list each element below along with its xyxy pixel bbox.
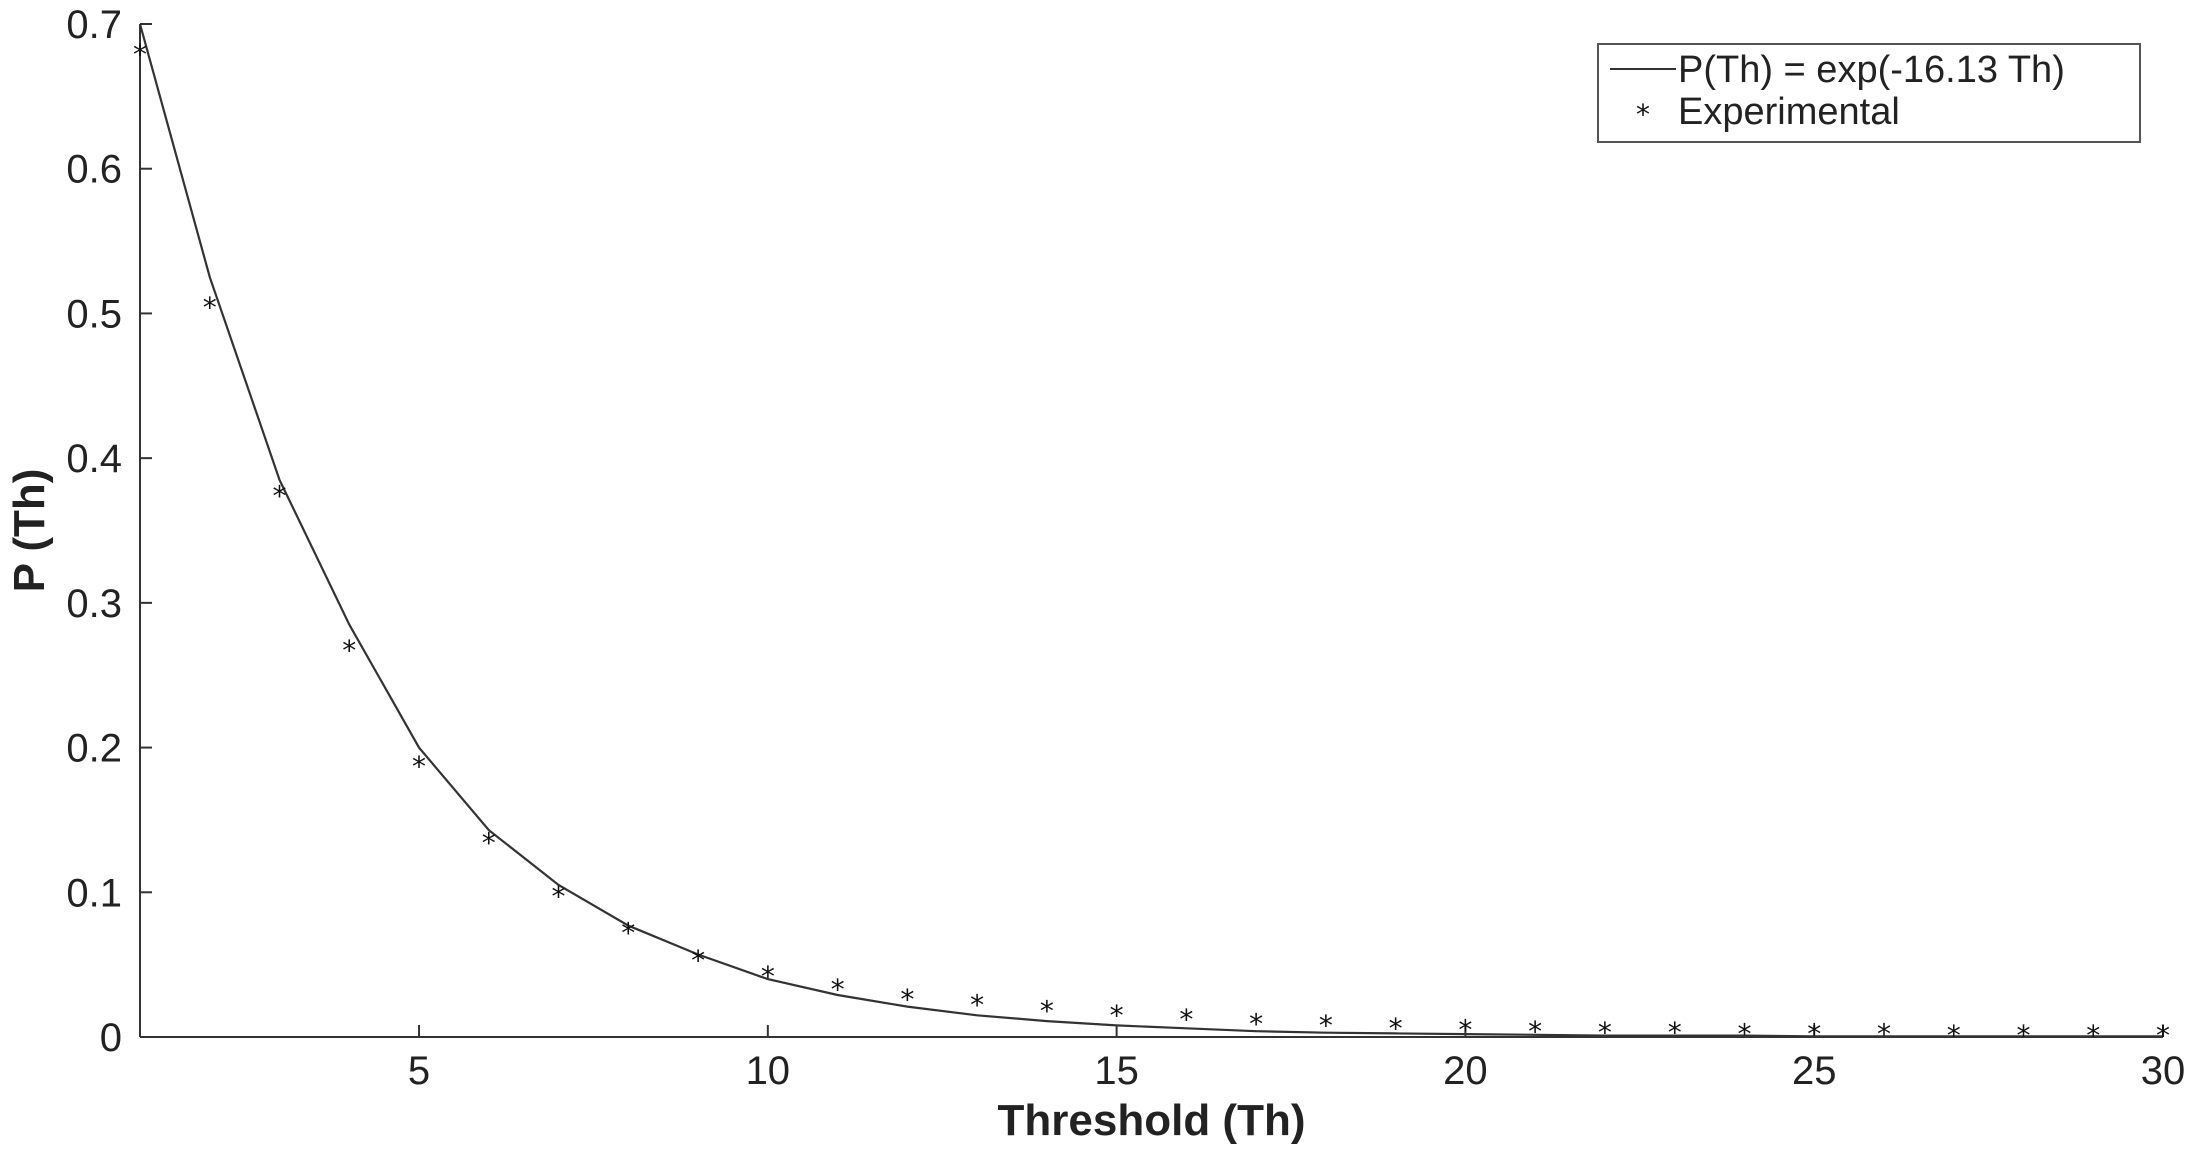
- y-axis-title: P (Th): [5, 469, 54, 593]
- experimental-point: *: [691, 944, 705, 977]
- experimental-point: *: [1319, 1009, 1333, 1042]
- y-tick-label: 0.2: [66, 727, 122, 771]
- legend-box: [1597, 43, 2141, 143]
- y-tick-label: 0.5: [66, 292, 122, 336]
- axes: [139, 23, 2164, 1038]
- y-tick-label: 0.4: [66, 437, 122, 481]
- x-axis-title: Threshold (Th): [998, 1096, 1306, 1145]
- experimental-markers: * * * * * * * * * * * * * * * * * * * * * * * * * * * * * *: [133, 38, 2170, 1052]
- fit-curve: [138, 23, 2163, 1038]
- experimental-point: *: [203, 291, 217, 324]
- experimental-point: *: [900, 983, 914, 1016]
- legend-marker-sample: *: [1636, 98, 1650, 131]
- experimental-point: *: [1668, 1016, 1682, 1049]
- experimental-point: *: [1737, 1018, 1751, 1051]
- experimental-point: *: [2156, 1019, 2170, 1052]
- x-tick-label: 5: [408, 1049, 430, 1093]
- experimental-point: *: [1528, 1015, 1542, 1048]
- y-tick-label: 0.1: [66, 871, 122, 915]
- experimental-point: *: [1947, 1019, 1961, 1052]
- x-tick-label: 25: [1792, 1049, 1837, 1093]
- y-tick-label: 0.3: [66, 582, 122, 626]
- experimental-point: *: [1110, 999, 1124, 1032]
- experimental-point: *: [761, 960, 775, 993]
- fit-curve-layer: [138, 23, 2163, 1038]
- legend-label-fit: P(Th) = exp(-16.13 Th): [1678, 49, 2065, 91]
- x-tick-label: 10: [746, 1049, 791, 1093]
- experimental-point: *: [831, 973, 845, 1006]
- experimental-point: *: [133, 38, 147, 71]
- experimental-point: *: [1598, 1016, 1612, 1049]
- experimental-point: *: [2016, 1019, 2030, 1052]
- x-tick-label: 15: [1094, 1049, 1139, 1093]
- experimental-point: *: [552, 880, 566, 913]
- y-tick-label: 0: [100, 1016, 122, 1060]
- experimental-point: *: [1458, 1013, 1472, 1046]
- experimental-point: *: [342, 634, 356, 667]
- experimental-point: *: [970, 989, 984, 1022]
- experimental-point: *: [482, 827, 496, 860]
- experimental-point: *: [1249, 1008, 1263, 1041]
- experimental-point: *: [273, 479, 287, 512]
- experimental-point: *: [2086, 1019, 2100, 1052]
- experimental-point: *: [1807, 1018, 1821, 1051]
- experimental-point: *: [1389, 1012, 1403, 1045]
- x-tick-label: 30: [2141, 1049, 2186, 1093]
- y-tick-label: 0.6: [66, 148, 122, 192]
- experimental-point: *: [412, 750, 426, 783]
- experimental-point: *: [1179, 1003, 1193, 1036]
- legend: P(Th) = exp(-16.13 Th) * Experimental: [1597, 43, 2141, 143]
- tick-labels: 5 10 15 20 25 30 0 0.1 0.2 0.3 0.4 0.5 0.6 0.7: [66, 3, 2185, 1093]
- x-tick-label: 20: [1443, 1049, 1488, 1093]
- experimental-point: *: [1877, 1018, 1891, 1051]
- experimental-point: *: [621, 916, 635, 949]
- legend-label-experimental: Experimental: [1678, 91, 1900, 133]
- experimental-point: *: [1040, 995, 1054, 1028]
- y-tick-label: 0.7: [66, 3, 122, 47]
